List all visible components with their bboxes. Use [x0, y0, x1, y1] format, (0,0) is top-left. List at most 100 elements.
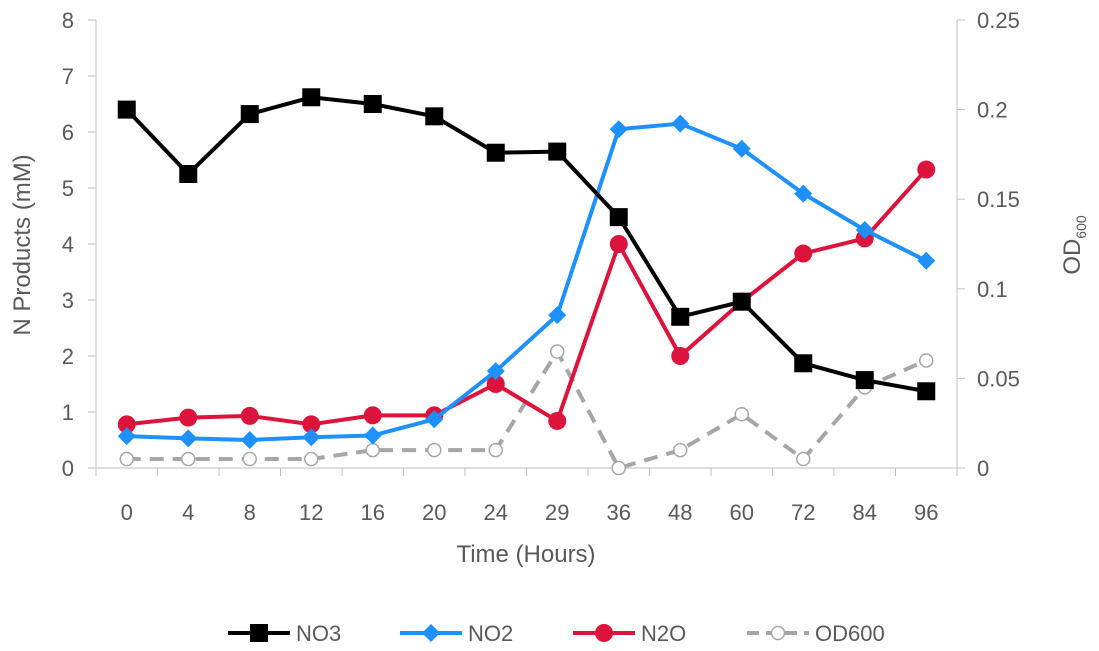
- data-point-no3: [855, 371, 874, 390]
- secondary-y-tick-label: 0.25: [977, 8, 1020, 33]
- secondary-y-tick-label: 0.1: [977, 277, 1008, 302]
- data-point-no3: [671, 307, 690, 326]
- x-tick-label: 12: [299, 500, 323, 525]
- data-point-no3: [917, 382, 936, 401]
- legend-marker-n2o: [595, 624, 613, 642]
- data-point-no2: [609, 120, 628, 139]
- data-point-no3: [117, 100, 136, 119]
- series-line-no3: [125, 95, 927, 394]
- x-tick-label: 36: [607, 500, 631, 525]
- secondary-y-axis-title-main: OD: [1059, 239, 1086, 275]
- secondary-y-tick-label: 0: [977, 456, 989, 481]
- data-point-no2: [425, 410, 444, 429]
- y-tick-label: 5: [62, 176, 74, 201]
- series-line-n2o: [126, 168, 928, 427]
- data-point-no2: [363, 426, 382, 445]
- y-tick-label: 7: [62, 64, 74, 89]
- y-tick-label: 8: [62, 8, 74, 33]
- legend-item-no3: NO3: [228, 621, 341, 646]
- x-tick-label: 72: [791, 500, 815, 525]
- x-tick-label: 96: [914, 500, 938, 525]
- x-axis-title: Time (Hours): [456, 541, 595, 568]
- series-layer: [117, 88, 936, 476]
- y-tick-label: 4: [62, 232, 74, 257]
- data-point-n2o: [179, 408, 198, 427]
- data-point-od600: [550, 344, 565, 359]
- legend-label-no3: NO3: [296, 621, 341, 646]
- legend-label-n2o: N2O: [641, 621, 686, 646]
- data-point-no2: [117, 427, 136, 446]
- series-no3: [117, 88, 936, 401]
- data-point-no2: [486, 362, 505, 381]
- legend: NO3 NO2 N2O OD600: [228, 621, 885, 646]
- data-point-n2o: [240, 406, 259, 425]
- x-tick-label: 60: [730, 500, 754, 525]
- secondary-y-axis-title: OD600: [1059, 215, 1089, 275]
- data-point-od600: [242, 451, 257, 467]
- data-point-no2: [732, 139, 751, 158]
- secondary-y-axis-title-subscript: 600: [1073, 215, 1089, 239]
- series-line-no2: [126, 121, 928, 442]
- data-point-n2o: [363, 406, 382, 425]
- data-point-no3: [609, 208, 628, 227]
- legend-marker-no3: [250, 624, 268, 642]
- secondary-y-tick-label: 0.05: [977, 366, 1020, 391]
- data-point-od600: [119, 451, 134, 467]
- secondary-y-tick-label: 0.15: [977, 187, 1020, 212]
- data-point-od600: [611, 460, 626, 476]
- y-tick-label: 1: [62, 400, 74, 425]
- data-point-od600: [673, 442, 688, 458]
- x-tick-label: 20: [422, 500, 446, 525]
- y-tick-label: 0: [62, 456, 74, 481]
- data-point-no2: [240, 431, 259, 449]
- data-point-n2o: [794, 244, 813, 263]
- data-point-od600: [796, 451, 811, 467]
- x-tick-label: 8: [244, 500, 256, 525]
- legend-marker-od600: [770, 625, 786, 641]
- data-point-no3: [548, 142, 567, 161]
- data-point-n2o: [917, 160, 936, 179]
- legend-item-n2o: N2O: [573, 621, 686, 646]
- x-tick-label: 29: [545, 500, 569, 525]
- data-point-no3: [794, 354, 813, 373]
- data-point-od600: [488, 442, 503, 458]
- data-point-od600: [919, 353, 934, 368]
- data-point-no2: [917, 251, 936, 270]
- data-point-no2: [548, 306, 567, 325]
- data-point-no3: [486, 143, 505, 162]
- data-point-od600: [365, 442, 380, 458]
- data-point-no2: [794, 184, 813, 203]
- x-tick-label: 48: [668, 500, 692, 525]
- x-tick-label: 4: [182, 500, 194, 525]
- legend-item-od600: OD600: [747, 621, 885, 646]
- data-point-n2o: [548, 411, 567, 430]
- data-point-no2: [302, 428, 321, 447]
- x-tick-label: 84: [853, 500, 877, 525]
- data-point-od600: [304, 451, 319, 467]
- legend-marker-no2: [422, 624, 440, 642]
- data-point-n2o: [302, 415, 321, 434]
- data-point-no3: [302, 88, 321, 107]
- data-point-n2o: [486, 375, 505, 393]
- y-tick-label: 6: [62, 120, 74, 145]
- data-point-n2o: [117, 415, 136, 434]
- data-point-n2o: [609, 235, 628, 253]
- data-point-no3: [363, 95, 382, 113]
- data-point-od600: [734, 406, 749, 422]
- x-tick-label: 24: [484, 500, 508, 525]
- secondary-y-tick-label: 0.2: [977, 98, 1008, 123]
- data-point-no3: [425, 107, 444, 126]
- data-point-od600: [427, 442, 442, 458]
- data-point-no2: [671, 114, 690, 133]
- legend-label-no2: NO2: [468, 621, 513, 646]
- data-point-no2: [179, 429, 198, 448]
- data-point-no2: [855, 221, 874, 239]
- x-tick-label: 16: [361, 500, 385, 525]
- data-point-no3: [240, 105, 259, 124]
- data-point-od600: [181, 451, 196, 467]
- legend-item-no2: NO2: [400, 621, 513, 646]
- x-tick-label: 0: [121, 500, 133, 525]
